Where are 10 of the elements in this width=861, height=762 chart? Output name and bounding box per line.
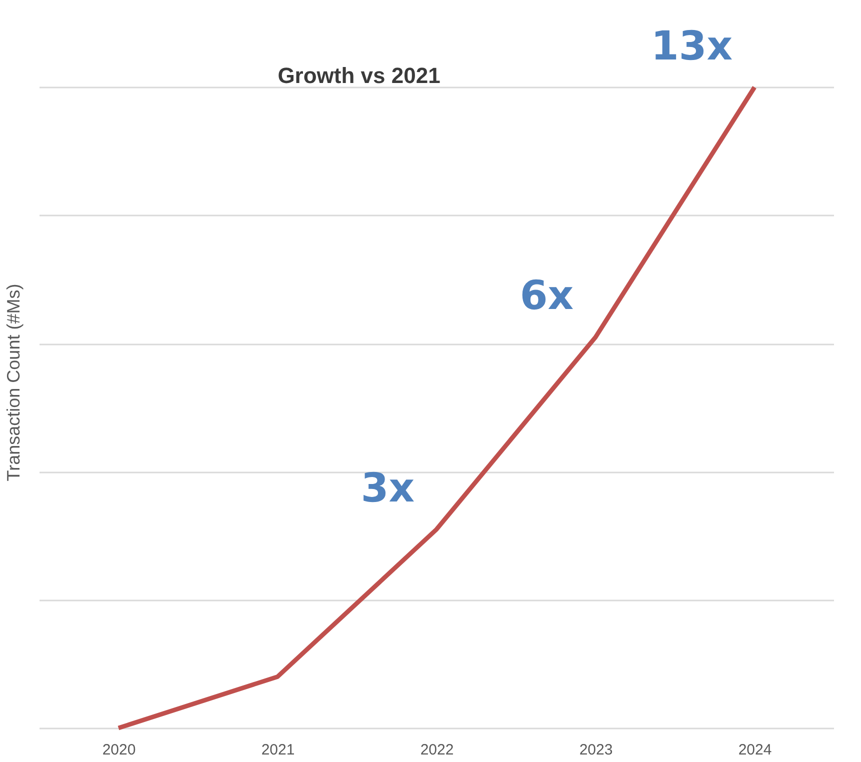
x-tick-label: 2024 bbox=[738, 742, 772, 758]
annotation: 6x bbox=[520, 273, 574, 320]
x-tick-label: 2023 bbox=[579, 742, 613, 758]
x-tick-label: 2020 bbox=[102, 742, 136, 758]
annotation: Growth vs 2021 bbox=[278, 63, 440, 88]
y-axis-title: Transaction Count (#Ms) bbox=[4, 284, 24, 482]
x-tick-label: 2021 bbox=[261, 742, 295, 758]
annotation: 3x bbox=[360, 465, 415, 512]
x-tick-label: 2022 bbox=[420, 742, 454, 758]
annotation: 13x bbox=[651, 23, 733, 70]
